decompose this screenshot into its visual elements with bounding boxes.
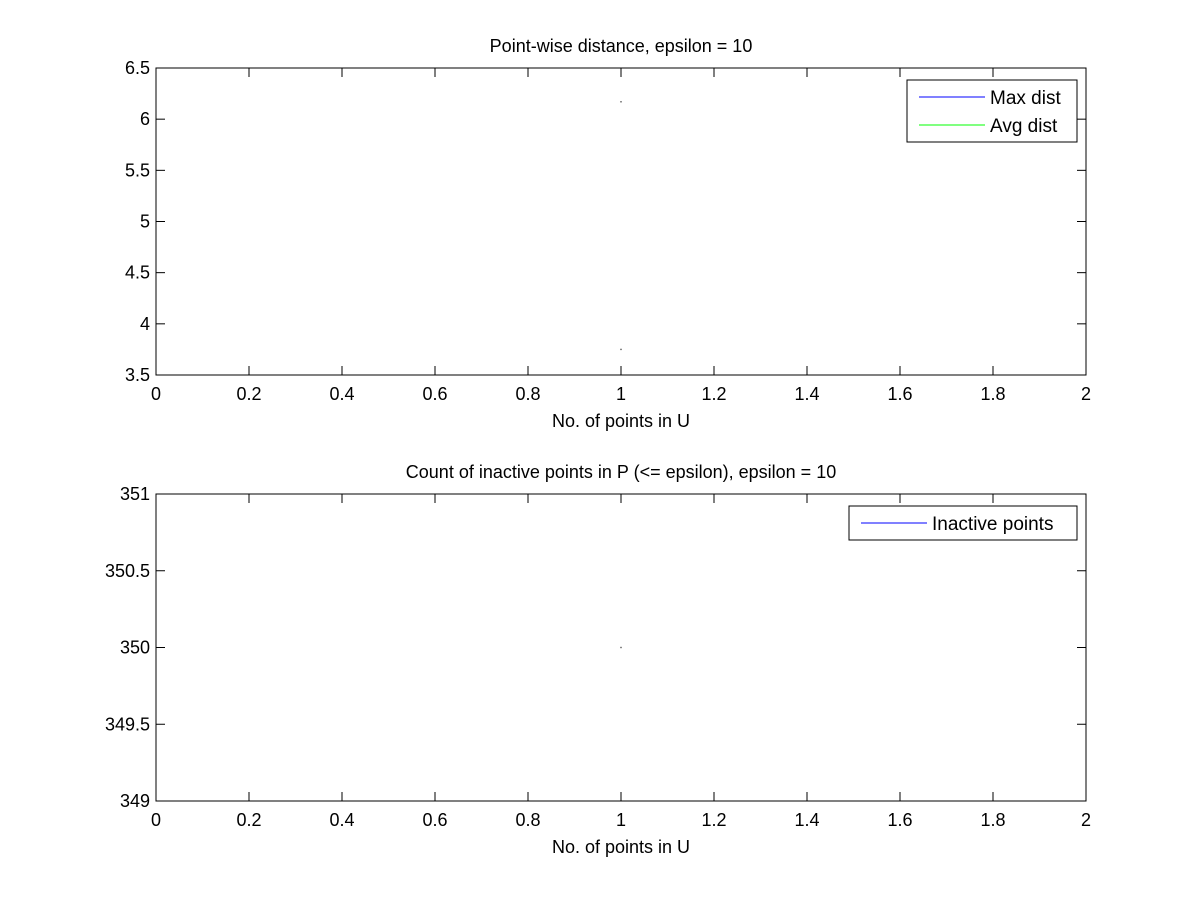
y-tick-label: 350.5 — [105, 561, 150, 581]
x-tick-label: 0.4 — [329, 384, 354, 404]
y-tick-label: 5 — [140, 212, 150, 232]
x-tick-label: 1 — [616, 384, 626, 404]
chart-2: Count of inactive points in P (<= epsilo… — [105, 462, 1091, 857]
chart-title: Point-wise distance, epsilon = 10 — [490, 36, 753, 56]
x-tick-label: 1.2 — [701, 384, 726, 404]
y-tick-label: 349.5 — [105, 714, 150, 734]
legend-label: Max dist — [990, 88, 1061, 109]
x-tick-label: 0 — [151, 384, 161, 404]
legend: Max dist Avg dist — [906, 79, 1078, 143]
y-tick-label: 349 — [120, 791, 150, 811]
y-tick-label: 4.5 — [125, 263, 150, 283]
y-tick-label: 5.5 — [125, 160, 150, 180]
data-point-avg-dist — [620, 348, 622, 351]
y-tick-label: 3.5 — [125, 365, 150, 385]
x-tick-label: 0.2 — [236, 810, 261, 830]
x-tick-label: 0.8 — [515, 384, 540, 404]
x-tick-label: 1.6 — [887, 384, 912, 404]
legend-label: Avg dist — [990, 116, 1058, 137]
x-tick-label: 1.6 — [887, 810, 912, 830]
x-tick-label: 2 — [1081, 384, 1091, 404]
x-axis-label: No. of points in U — [552, 837, 690, 857]
x-tick-label: 0.2 — [236, 384, 261, 404]
data-point-inactive-points — [620, 646, 622, 649]
x-tick-label: 1.4 — [794, 384, 819, 404]
legend-box — [906, 79, 1078, 143]
data-point-max-dist — [620, 101, 622, 103]
x-tick-label: 1.4 — [794, 810, 819, 830]
chart-1: Point-wise distance, epsilon = 10 0 0.2 0.4… — [125, 36, 1091, 431]
x-tick-label: 0 — [151, 810, 161, 830]
y-tick-label: 351 — [120, 484, 150, 504]
x-tick-label: 2 — [1081, 810, 1091, 830]
y-tick-label: 6.5 — [125, 58, 150, 78]
y-tick-label: 4 — [140, 314, 150, 334]
x-tick-label: 1.8 — [980, 810, 1005, 830]
legend: Inactive points — [848, 505, 1078, 541]
x-tick-label: 1.2 — [701, 810, 726, 830]
x-tick-label: 0.6 — [422, 810, 447, 830]
x-axis-label: No. of points in U — [552, 411, 690, 431]
x-tick-label: 1 — [616, 810, 626, 830]
legend-label: Inactive points — [932, 514, 1053, 535]
x-tick-label: 0.6 — [422, 384, 447, 404]
chart-title: Count of inactive points in P (<= epsilo… — [406, 462, 836, 482]
x-tick-label: 1.8 — [980, 384, 1005, 404]
y-tick-label: 350 — [120, 638, 150, 658]
x-tick-label: 0.8 — [515, 810, 540, 830]
x-tick-label: 0.4 — [329, 810, 354, 830]
y-tick-label: 6 — [140, 109, 150, 129]
